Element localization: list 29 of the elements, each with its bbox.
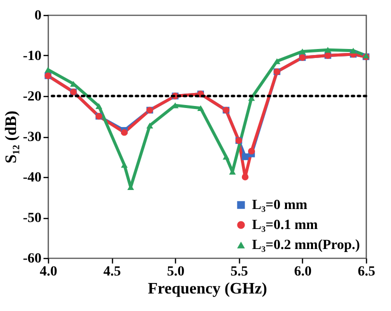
- point: [146, 122, 154, 128]
- y-axis-title: S₁₂ (dB): [2, 110, 20, 164]
- legend-label: L₃=0.2 mm(Prop.): [252, 238, 360, 253]
- point: [222, 154, 230, 160]
- x-tick-label: 5.5: [230, 264, 248, 280]
- x-tick-label: 5.0: [166, 264, 184, 280]
- point: [350, 48, 357, 54]
- point: [274, 58, 280, 64]
- x-tick-label: 4.0: [40, 264, 58, 280]
- y-tick-label: -10: [22, 49, 42, 64]
- legend-label: L₃=0 mm: [252, 198, 308, 213]
- y-tick-label: -20: [22, 90, 42, 104]
- point: [324, 46, 332, 53]
- y-tick-label: -60: [22, 252, 42, 266]
- x-tick-label: 6.5: [358, 264, 376, 280]
- y-tick-label: -40: [22, 170, 42, 186]
- legend-label: L₃=0.1 mm: [252, 218, 318, 233]
- x-tick-label: 4.5: [103, 264, 121, 280]
- y-tick-label: -30: [22, 130, 42, 145]
- point: [248, 148, 255, 154]
- point: [299, 48, 306, 54]
- x-axis-title: Frequency (GHz): [148, 280, 268, 298]
- point: [96, 103, 102, 110]
- point: [44, 66, 52, 73]
- y-tick-label: -50: [22, 211, 42, 226]
- point: [197, 105, 204, 112]
- point: [242, 174, 249, 180]
- y-tick-label: 0: [34, 8, 42, 24]
- x-tick-label: 6.0: [294, 264, 312, 280]
